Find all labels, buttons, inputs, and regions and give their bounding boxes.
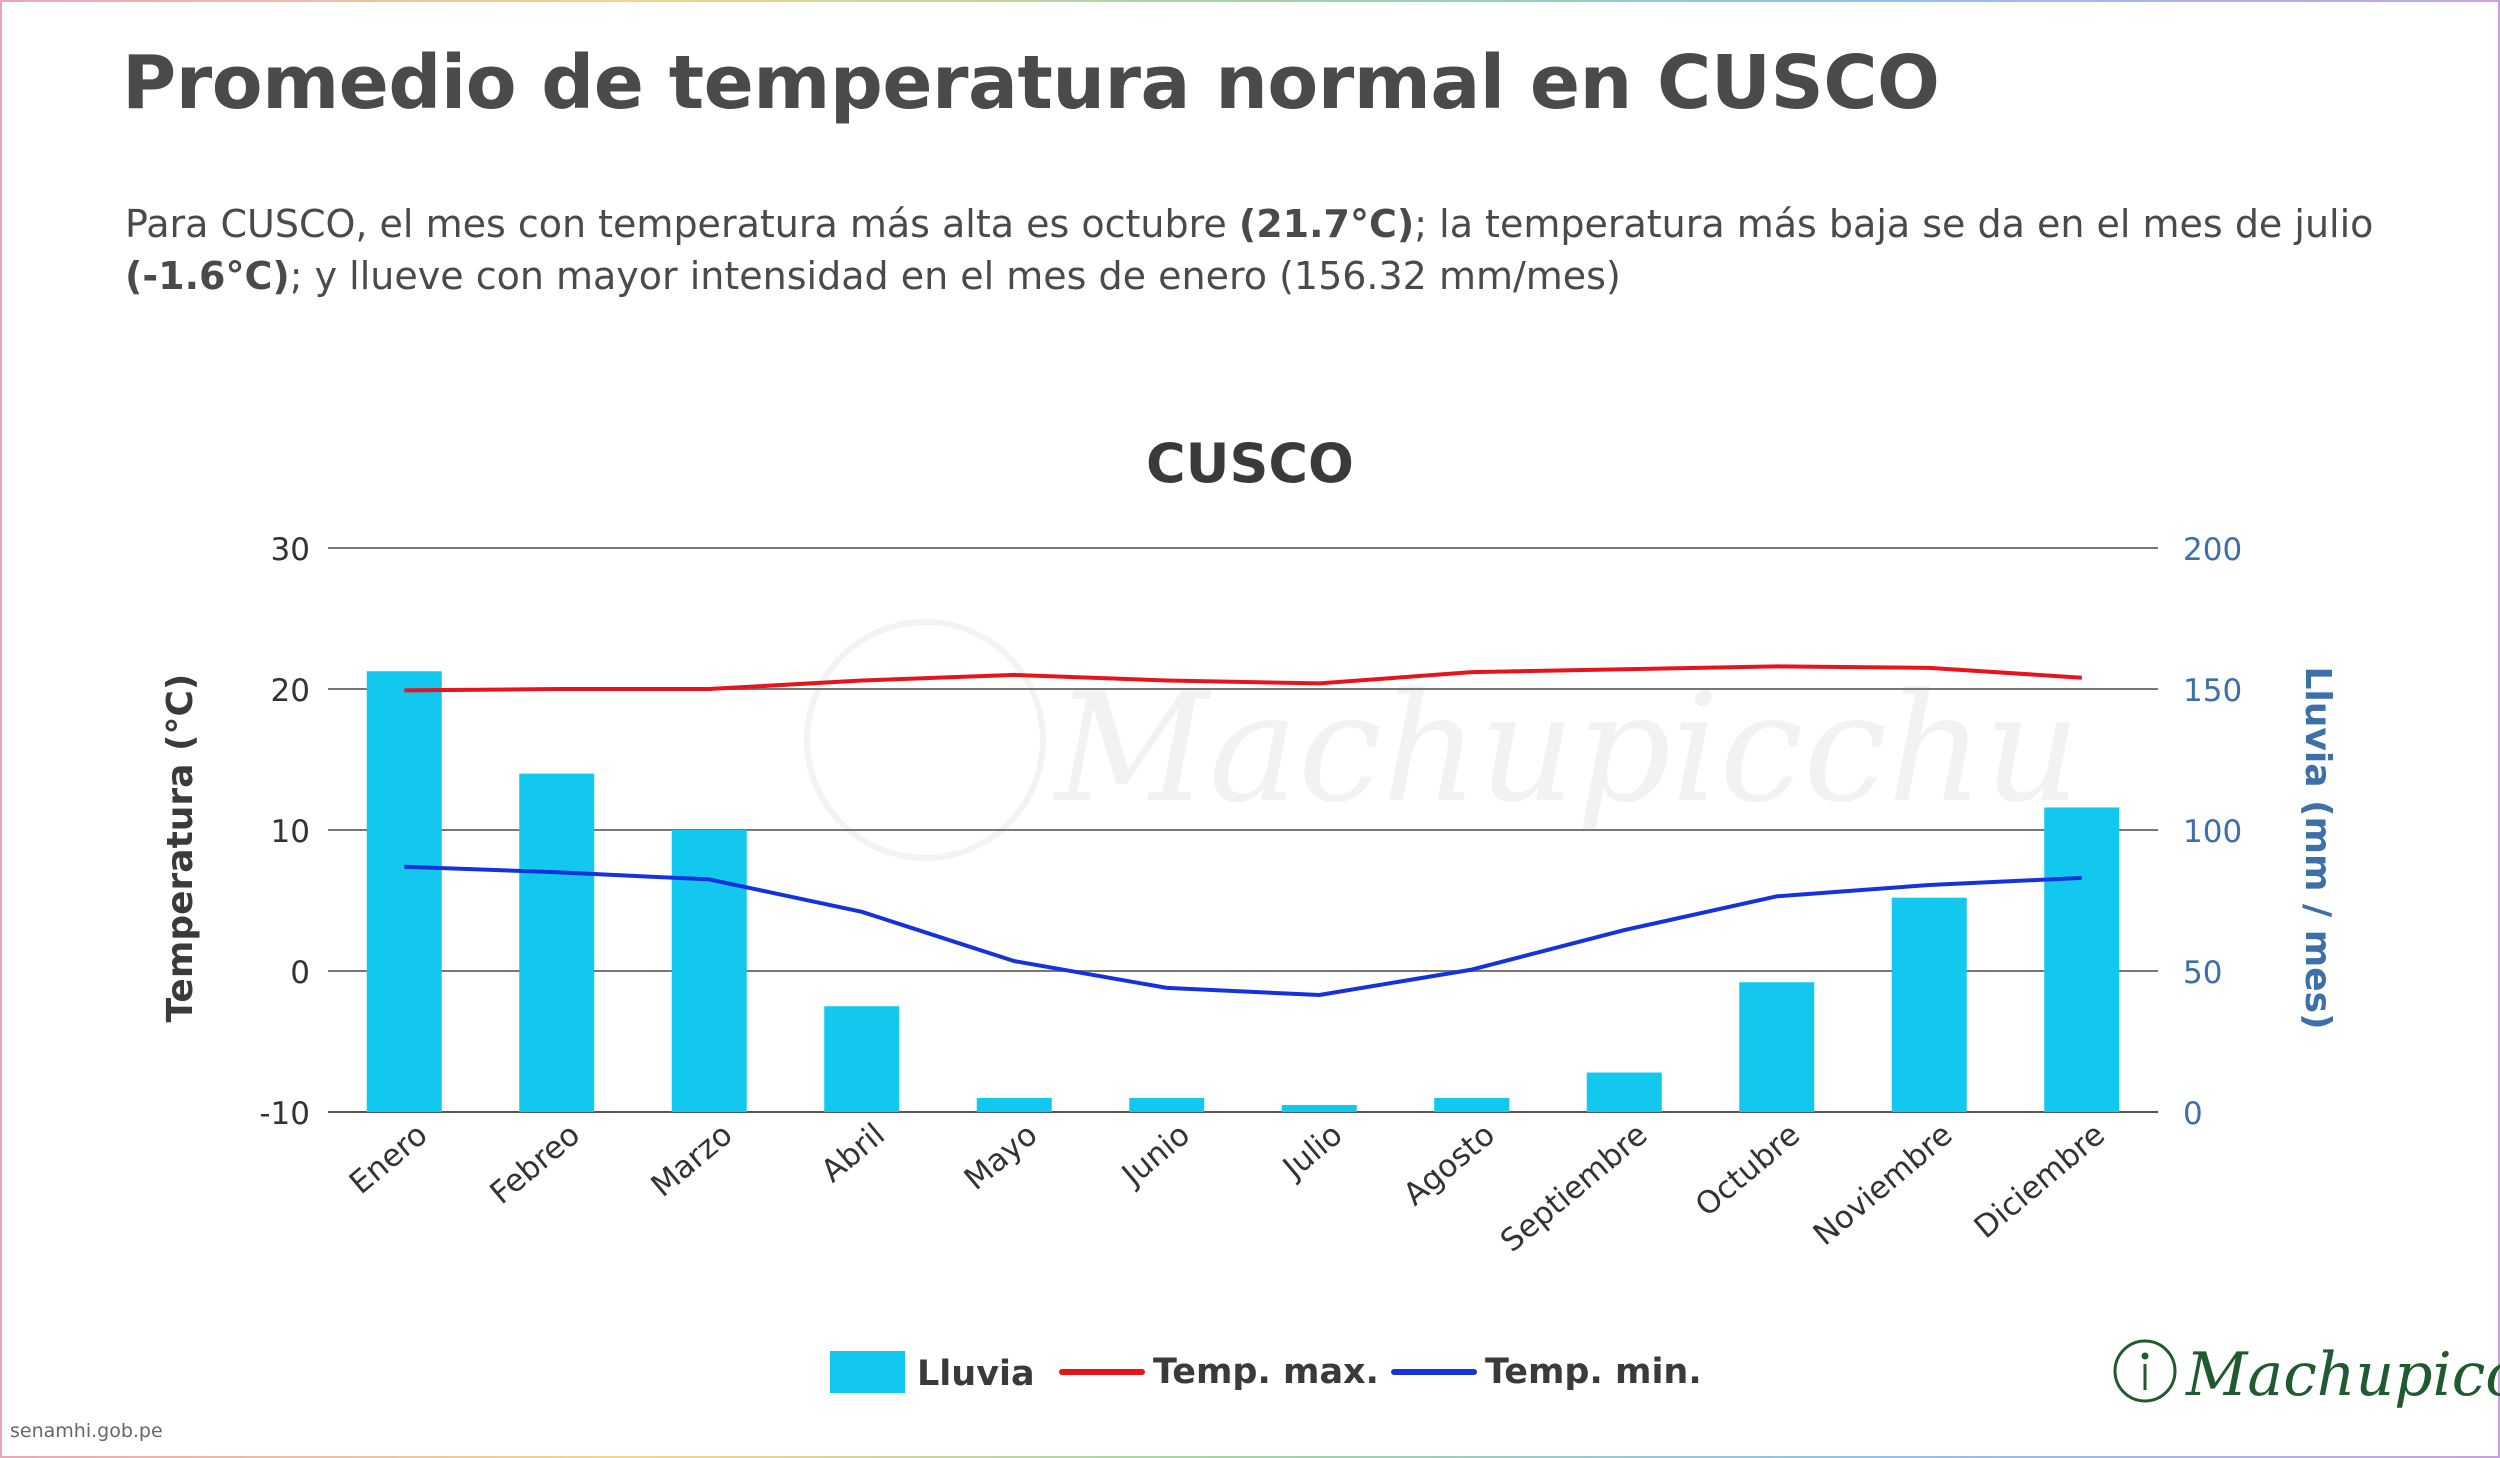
rain-bar: [366, 671, 442, 1112]
rain-bar: [976, 1097, 1052, 1112]
y-tick-label-left: 20: [271, 673, 310, 709]
y-tick-label-left: 30: [271, 532, 310, 568]
y-axis-left-ticks: -10 0 10 20 30: [259, 532, 310, 1132]
svg-text:Machupicchu: Machupicchu: [1052, 662, 2080, 836]
y-tick-label-right: 0: [2183, 1096, 2203, 1132]
y-tick-label-left: 0: [290, 955, 310, 991]
legend-label: Lluvia: [917, 1354, 1035, 1394]
x-tick-label: Junio: [1114, 1117, 1197, 1195]
series-line-temp-max: [404, 664, 2082, 693]
x-tick-label: Marzo: [644, 1117, 739, 1205]
x-tick-label: Octubre: [1689, 1117, 1807, 1224]
legend-label: Temp. max.: [1153, 1352, 1379, 1392]
rain-bar: [1281, 1104, 1357, 1112]
rain-bar: [1586, 1072, 1662, 1112]
rain-bar: [824, 1006, 900, 1112]
y-axis-right-ticks: 0 50 100 150 200: [2183, 532, 2242, 1132]
y-tick-label-left: -10: [259, 1096, 310, 1132]
brand-logo-text: Machupicchu: [2186, 1340, 2500, 1410]
x-tick-label: Febreo: [483, 1117, 587, 1212]
y-tick-label-right: 50: [2183, 955, 2222, 991]
description-highlight-max: (21.7°C): [1238, 202, 1415, 246]
page-title: Promedio de temperatura normal en CUSCO: [122, 40, 1940, 126]
x-tick-label: Abril: [814, 1117, 891, 1190]
y-tick-label-left: 10: [271, 814, 310, 850]
x-tick-label: Mayo: [958, 1117, 1045, 1198]
description-text: Para CUSCO, el mes con temperatura más a…: [125, 202, 1239, 246]
rain-bar: [671, 830, 747, 1112]
temperature-lines: [404, 664, 2082, 997]
rain-bar: [1434, 1097, 1510, 1112]
x-tick-label: Agosto: [1397, 1117, 1502, 1213]
gridlines: [328, 547, 2158, 1113]
description-text: ; y llueve con mayor intensidad en el me…: [289, 254, 1621, 298]
y-tick-label-right: 150: [2183, 673, 2242, 709]
legend-swatch-lluvia: [830, 1351, 905, 1393]
rain-bar: [1891, 897, 1967, 1112]
brand-logo-icon: [2113, 1339, 2177, 1403]
x-tick-label: Julio: [1275, 1117, 1349, 1188]
x-axis-ticks: Enero Febreo Marzo Abril Mayo Junio Julio Agost…: [343, 1117, 2112, 1260]
rain-bar: [2044, 807, 2120, 1112]
y-axis-left-label: Temperatura (°C): [160, 674, 201, 1023]
y-axis-right-label: Lluvia (mm / mes): [2297, 666, 2338, 1029]
series-line-temp-min: [404, 864, 2082, 997]
x-tick-label: Diciembre: [1968, 1117, 2112, 1246]
rain-bar: [1739, 982, 1815, 1112]
legend: Lluvia Temp. max. Temp. min.: [830, 1351, 1702, 1394]
x-tick-label: Enero: [343, 1117, 435, 1202]
x-tick-label: Septiembre: [1494, 1117, 1654, 1260]
description-highlight-min: (-1.6°C): [125, 254, 290, 298]
x-tick-label: Noviembre: [1807, 1117, 1960, 1253]
page-description: Para CUSCO, el mes con temperatura más a…: [125, 198, 2425, 302]
y-tick-label-right: 100: [2183, 814, 2242, 850]
y-tick-label-right: 200: [2183, 532, 2242, 568]
description-text: ; la temperatura más baja se da en el me…: [1414, 202, 2374, 246]
source-credit: senamhi.gob.pe: [10, 1420, 163, 1442]
rain-bar: [519, 773, 595, 1112]
rain-bar: [1129, 1097, 1205, 1112]
chart-title: CUSCO: [1146, 432, 1354, 495]
watermark: Machupicchu: [804, 619, 2080, 861]
legend-label: Temp. min.: [1485, 1352, 1702, 1392]
